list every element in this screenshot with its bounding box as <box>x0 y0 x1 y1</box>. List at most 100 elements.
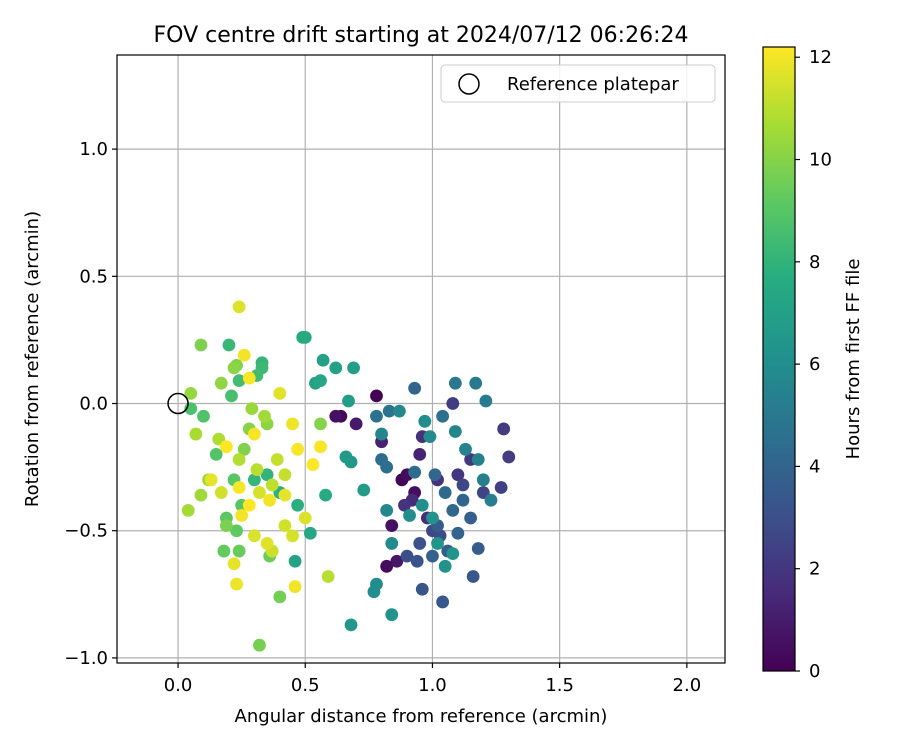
scatter-point <box>403 509 416 522</box>
scatter-point <box>232 544 246 558</box>
scatter-point <box>446 503 460 517</box>
scatter-point <box>423 430 437 443</box>
scatter-point <box>288 554 302 568</box>
y-tick-label: −0.5 <box>64 521 108 542</box>
scatter-point <box>375 427 388 441</box>
scatter-point <box>459 442 472 456</box>
scatter-point <box>456 478 470 492</box>
plot-frame <box>116 54 726 664</box>
scatter-point <box>227 557 241 571</box>
x-tick-label: 0.0 <box>164 675 193 696</box>
scatter-point <box>204 473 218 487</box>
scatter-point <box>235 509 249 522</box>
colorbar: 0 2 4 6 8 10 12 Hours from first FF file <box>762 46 864 682</box>
scatter-point <box>436 595 450 609</box>
scatter-point <box>232 374 246 388</box>
scatter-point <box>237 348 251 362</box>
scatter-point <box>479 394 493 408</box>
scatter-point <box>253 638 266 652</box>
legend-entry-reference: Reference platepar <box>507 74 679 95</box>
y-tick-label: −1.0 <box>64 648 108 669</box>
scatter-point <box>181 503 195 517</box>
scatter-point <box>380 460 394 474</box>
scatter-point <box>321 570 335 583</box>
scatter-point <box>184 386 198 400</box>
scatter-point <box>415 498 429 512</box>
reference-platepar-point <box>167 392 189 415</box>
scatter-point <box>329 409 343 423</box>
scatter-point <box>194 488 208 502</box>
scatter-point <box>456 493 470 507</box>
scatter-point <box>471 542 485 555</box>
scatter-point <box>448 376 462 390</box>
scatter-point <box>446 397 460 410</box>
scatter-point <box>464 511 478 525</box>
scatter-point <box>408 381 422 395</box>
scatter-point <box>428 468 442 482</box>
scatter-point <box>242 498 256 512</box>
scatter-point <box>339 450 353 464</box>
scatter-point <box>390 554 404 568</box>
y-tick-label: 1.0 <box>79 139 108 160</box>
scatter-point <box>413 447 427 461</box>
scatter-point <box>451 468 465 482</box>
colorbar-gradient <box>762 46 796 672</box>
grid <box>117 55 725 663</box>
scatter-point <box>385 537 399 550</box>
scatter-point <box>329 361 343 375</box>
scatter-point <box>260 468 274 482</box>
scatter-point <box>286 417 299 431</box>
scatter-point <box>497 422 511 436</box>
scatter-point <box>484 493 498 507</box>
scatter-point <box>314 440 327 454</box>
scatter-point <box>214 486 228 499</box>
scatter-point <box>370 389 383 403</box>
scatter-point <box>415 582 429 596</box>
scatter-point <box>278 468 292 482</box>
scatter-point <box>273 386 287 400</box>
scatter-point <box>291 442 305 456</box>
colorbar-tick-label: 2 <box>809 559 820 580</box>
scatter-point <box>380 559 394 573</box>
data-points <box>181 300 516 652</box>
scatter-point <box>476 473 490 487</box>
scatter-point <box>227 361 241 375</box>
colorbar-label: Hours from first FF file <box>843 259 864 460</box>
colorbar-tick-label: 12 <box>809 47 832 68</box>
scatter-point <box>270 453 284 466</box>
x-tick-label: 0.5 <box>291 675 320 696</box>
scatter-point <box>382 404 396 418</box>
scatter-point <box>431 537 444 550</box>
scatter-point <box>209 447 223 461</box>
scatter-point <box>247 473 261 487</box>
x-tick-label: 1.0 <box>418 675 447 696</box>
scatter-point <box>230 577 243 591</box>
scatter-point <box>197 409 210 423</box>
scatter-point <box>217 544 231 558</box>
scatter-point <box>367 585 381 599</box>
scatter-point <box>502 450 516 464</box>
scatter-point <box>469 376 483 390</box>
scatter-point <box>222 338 236 352</box>
scatter-point <box>410 554 424 568</box>
scatter-point <box>349 417 363 431</box>
scatter-point <box>260 537 274 550</box>
scatter-point <box>347 361 360 375</box>
x-tick-label: 1.5 <box>545 675 574 696</box>
scatter-point <box>247 427 261 441</box>
reference-marker <box>167 392 189 415</box>
scatter-point <box>436 409 450 423</box>
scatter-point <box>232 300 246 314</box>
scatter-point <box>446 547 460 561</box>
scatter-point <box>247 529 261 543</box>
colorbar-tick-label: 6 <box>809 354 820 375</box>
scatter-point <box>258 409 271 423</box>
x-tick-label: 2.0 <box>673 675 702 696</box>
legend-open-circle-icon <box>458 73 480 95</box>
scatter-point <box>314 417 327 431</box>
scatter-point <box>438 486 452 499</box>
colorbar-tick-label: 4 <box>809 456 820 477</box>
scatter-point <box>214 376 228 390</box>
axis-ticks: 0.0 0.5 1.0 1.5 2.0 −1.0 −0.5 0.0 0.5 1.0 <box>64 139 701 696</box>
scatter-point <box>413 537 427 550</box>
